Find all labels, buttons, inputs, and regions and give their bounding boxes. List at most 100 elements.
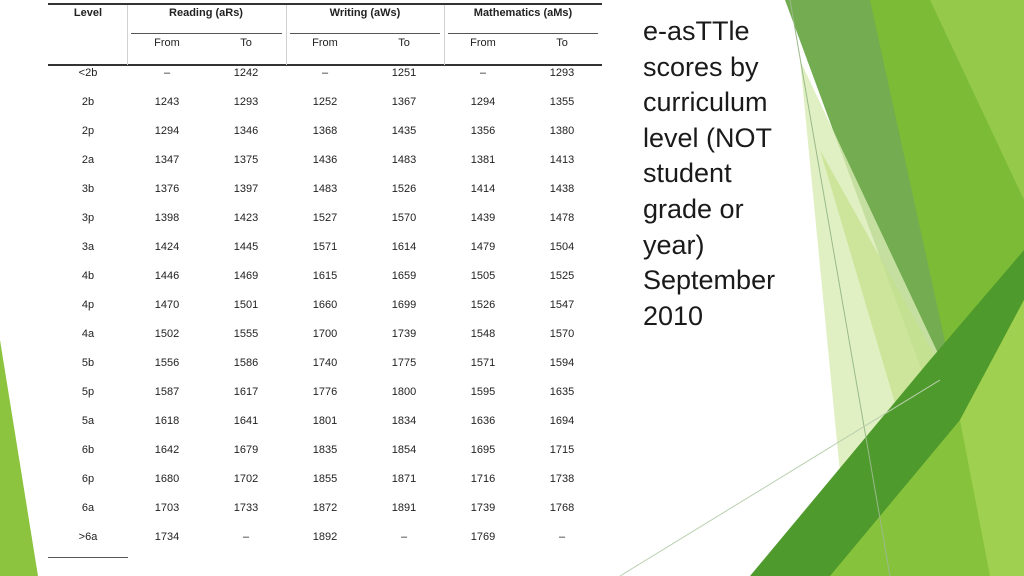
level-cell: 2b bbox=[81, 96, 95, 108]
score-cell: 1733 bbox=[233, 502, 259, 514]
score-cell: 1525 bbox=[549, 270, 575, 282]
level-cell: 2a bbox=[81, 154, 95, 166]
score-cell: 1855 bbox=[312, 473, 338, 485]
table-row: 4b 1446 1469 1615 1659 1505 1525 bbox=[48, 269, 602, 298]
score-cell: 1368 bbox=[312, 125, 338, 137]
score-cell: 1293 bbox=[549, 67, 575, 79]
thin-diagonal-line-2 bbox=[619, 379, 941, 576]
table-row: 5a 1618 1641 1801 1834 1636 1694 bbox=[48, 414, 602, 443]
score-cell: 1702 bbox=[233, 473, 259, 485]
group-header: Writing (aWs) bbox=[329, 7, 401, 19]
table-row: 6a 1703 1733 1872 1891 1739 1768 bbox=[48, 501, 602, 530]
score-cell: 1375 bbox=[233, 154, 259, 166]
score-cell: 1478 bbox=[549, 212, 575, 224]
score-cell: 1479 bbox=[470, 241, 496, 253]
score-cell: 1801 bbox=[312, 415, 338, 427]
score-cell: 1501 bbox=[233, 299, 259, 311]
score-cell: – bbox=[163, 67, 171, 79]
level-cell: 2p bbox=[81, 125, 95, 137]
score-cell: 1834 bbox=[391, 415, 417, 427]
score-cell: 1435 bbox=[391, 125, 417, 137]
level-cell: 3b bbox=[81, 183, 95, 195]
score-cell: 1738 bbox=[549, 473, 575, 485]
score-cell: 1740 bbox=[312, 357, 338, 369]
score-cell: 1436 bbox=[312, 154, 338, 166]
level-cell: 6p bbox=[81, 473, 95, 485]
score-cell: 1768 bbox=[549, 502, 575, 514]
score-cell: 1356 bbox=[470, 125, 496, 137]
sub-header: To bbox=[240, 37, 252, 49]
score-cell: 1871 bbox=[391, 473, 417, 485]
score-cell: 1635 bbox=[549, 386, 575, 398]
score-cell: 1891 bbox=[391, 502, 417, 514]
level-cell: 6b bbox=[81, 444, 95, 456]
thin-diagonal-line bbox=[789, 0, 891, 576]
score-cell: 1695 bbox=[470, 444, 496, 456]
sub-header: To bbox=[556, 37, 568, 49]
score-cell: 1367 bbox=[391, 96, 417, 108]
header-bottom-rule bbox=[48, 64, 602, 66]
score-cell: 1739 bbox=[470, 502, 496, 514]
table-row: 3b 1376 1397 1483 1526 1414 1438 bbox=[48, 182, 602, 211]
level-cell: 6a bbox=[81, 502, 95, 514]
score-cell: 1679 bbox=[233, 444, 259, 456]
sub-header: From bbox=[312, 37, 338, 49]
column-separator bbox=[127, 5, 128, 65]
score-cell: – bbox=[558, 531, 566, 543]
score-cell: 1775 bbox=[391, 357, 417, 369]
score-cell: – bbox=[400, 531, 408, 543]
score-cell: 1413 bbox=[549, 154, 575, 166]
table-row: 6p 1680 1702 1855 1871 1716 1738 bbox=[48, 472, 602, 501]
score-cell: 1423 bbox=[233, 212, 259, 224]
score-cell: 1251 bbox=[391, 67, 417, 79]
score-cell: 1469 bbox=[233, 270, 259, 282]
score-cell: 1347 bbox=[154, 154, 180, 166]
score-cell: 1548 bbox=[470, 328, 496, 340]
group-header: Reading (aRs) bbox=[169, 7, 243, 19]
facet-bottom-light bbox=[960, 300, 1024, 576]
table-row: 2p 1294 1346 1368 1435 1356 1380 bbox=[48, 124, 602, 153]
score-cell: 1617 bbox=[233, 386, 259, 398]
score-cell: 1570 bbox=[391, 212, 417, 224]
score-cell: 1716 bbox=[470, 473, 496, 485]
score-cell: 1376 bbox=[154, 183, 180, 195]
level-cell: 3p bbox=[81, 212, 95, 224]
level-cell: >6a bbox=[78, 531, 98, 543]
score-cell: 1380 bbox=[549, 125, 575, 137]
table-row: 5b 1556 1586 1740 1775 1571 1594 bbox=[48, 356, 602, 385]
score-cell: 1769 bbox=[470, 531, 496, 543]
score-cell: 1595 bbox=[470, 386, 496, 398]
score-cell: 1660 bbox=[312, 299, 338, 311]
score-cell: 1587 bbox=[154, 386, 180, 398]
score-cell: 1872 bbox=[312, 502, 338, 514]
table-row: 5p 1587 1617 1776 1800 1595 1635 bbox=[48, 385, 602, 414]
table-row: >6a 1734 – 1892 – 1769 – bbox=[48, 530, 602, 559]
table-row: 4p 1470 1501 1660 1699 1526 1547 bbox=[48, 298, 602, 327]
score-cell: 1527 bbox=[312, 212, 338, 224]
score-cell: 1505 bbox=[470, 270, 496, 282]
score-cell: 1252 bbox=[312, 96, 338, 108]
header-row-sub: From To From To From To bbox=[48, 36, 602, 68]
level-cell: 5a bbox=[81, 415, 95, 427]
score-cell: 1381 bbox=[470, 154, 496, 166]
level-cell: 5b bbox=[81, 357, 95, 369]
table-row: 2a 1347 1375 1436 1483 1381 1413 bbox=[48, 153, 602, 182]
score-cell: 1700 bbox=[312, 328, 338, 340]
score-cell: 1680 bbox=[154, 473, 180, 485]
facet-pale-2 bbox=[820, 150, 960, 420]
score-cell: 1703 bbox=[154, 502, 180, 514]
table-row: 6b 1642 1679 1835 1854 1695 1715 bbox=[48, 443, 602, 472]
score-cell: – bbox=[321, 67, 329, 79]
score-cell: 1526 bbox=[470, 299, 496, 311]
table-row: 3p 1398 1423 1527 1570 1439 1478 bbox=[48, 211, 602, 240]
score-cell: – bbox=[242, 531, 250, 543]
score-cell: 1835 bbox=[312, 444, 338, 456]
score-cell: 1571 bbox=[312, 241, 338, 253]
facet-top-light bbox=[930, 0, 1024, 200]
group-header: Mathematics (aMs) bbox=[473, 7, 573, 19]
score-cell: 1355 bbox=[549, 96, 575, 108]
score-cell: 1414 bbox=[470, 183, 496, 195]
sub-header: From bbox=[154, 37, 180, 49]
score-cell: 1483 bbox=[312, 183, 338, 195]
